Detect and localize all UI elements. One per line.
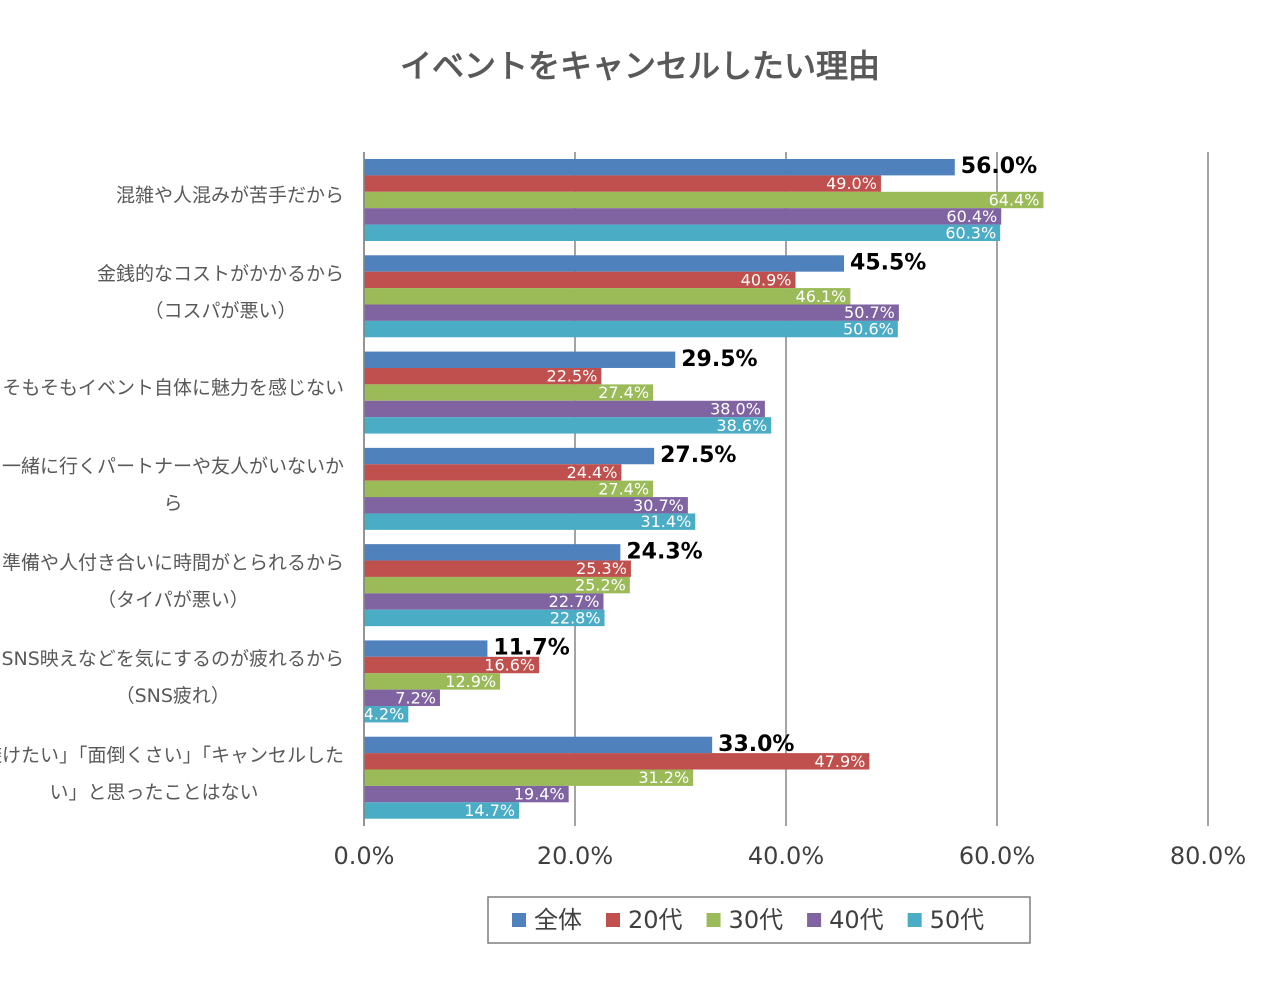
legend-label: 20代 bbox=[628, 906, 683, 934]
bar bbox=[364, 544, 621, 561]
legend-label: 50代 bbox=[930, 906, 985, 934]
bar bbox=[364, 447, 655, 465]
value-label: 16.6% bbox=[484, 656, 535, 675]
value-label: 25.2% bbox=[575, 576, 626, 595]
value-label: 40.9% bbox=[741, 270, 792, 289]
value-label: 50.7% bbox=[844, 303, 895, 322]
x-tick-label: 60.0% bbox=[959, 842, 1035, 870]
bar bbox=[364, 255, 845, 272]
x-tick-label: 20.0% bbox=[537, 842, 613, 870]
y-tick-label: そもそもイベント自体に魅力を感じない bbox=[2, 377, 344, 399]
legend-label: 30代 bbox=[729, 906, 784, 934]
bar bbox=[364, 384, 654, 401]
bar bbox=[364, 304, 899, 321]
bar bbox=[364, 400, 765, 418]
legend-box bbox=[487, 896, 1031, 944]
bar bbox=[364, 656, 540, 674]
bar bbox=[364, 464, 622, 481]
value-label: 27.5% bbox=[660, 443, 736, 468]
bar bbox=[364, 576, 630, 594]
value-label: 47.9% bbox=[815, 752, 866, 771]
value-label: 56.0% bbox=[961, 154, 1037, 179]
value-label: 27.4% bbox=[598, 479, 649, 498]
x-tick-label: 40.0% bbox=[748, 842, 824, 870]
value-label: 12.9% bbox=[445, 672, 496, 691]
value-label: 4.2% bbox=[364, 705, 405, 724]
bar bbox=[364, 785, 569, 803]
value-label: 14.7% bbox=[464, 801, 515, 820]
bar bbox=[364, 609, 605, 627]
value-label: 64.4% bbox=[989, 191, 1040, 210]
chart-title: イベントをキャンセルしたい理由 bbox=[400, 47, 880, 85]
bar bbox=[364, 560, 631, 577]
legend-swatch bbox=[807, 913, 822, 927]
value-label: 60.3% bbox=[945, 223, 996, 242]
value-label: 45.5% bbox=[850, 250, 926, 275]
bar bbox=[364, 417, 772, 434]
bar bbox=[364, 208, 1002, 225]
bar bbox=[364, 191, 1044, 209]
value-label: 49.0% bbox=[826, 174, 877, 193]
x-tick-label: 80.0% bbox=[1170, 842, 1246, 870]
bar bbox=[364, 673, 501, 690]
bar bbox=[364, 593, 604, 610]
legend-swatch bbox=[907, 913, 922, 927]
value-label: 60.4% bbox=[946, 207, 997, 226]
bar bbox=[364, 175, 881, 192]
value-label: 11.7% bbox=[493, 636, 569, 661]
legend-label: 40代 bbox=[829, 906, 884, 934]
value-label: 31.2% bbox=[638, 768, 689, 787]
value-label: 29.5% bbox=[681, 347, 757, 372]
bar bbox=[364, 802, 520, 819]
value-label: 25.3% bbox=[576, 559, 627, 578]
bar bbox=[364, 736, 713, 754]
value-label: 24.3% bbox=[626, 539, 702, 564]
bar bbox=[364, 640, 488, 657]
bar bbox=[364, 706, 409, 723]
bar bbox=[364, 513, 696, 530]
value-label: 50.6% bbox=[843, 320, 894, 339]
value-label: 22.5% bbox=[547, 367, 598, 386]
bar bbox=[364, 288, 851, 305]
bar bbox=[364, 480, 654, 498]
bar bbox=[364, 367, 602, 385]
y-tick-label: 準備や人付き合いに時間がとられるから（タイパが悪い） bbox=[2, 551, 344, 610]
value-label: 38.6% bbox=[716, 416, 767, 435]
value-label: 7.2% bbox=[395, 688, 436, 707]
value-label: 27.4% bbox=[598, 383, 649, 402]
legend-swatch bbox=[706, 913, 721, 927]
bar bbox=[364, 769, 694, 786]
legend-swatch bbox=[606, 913, 620, 927]
bar bbox=[364, 497, 688, 514]
bar bbox=[364, 320, 898, 338]
bar bbox=[364, 224, 1001, 241]
bar bbox=[364, 159, 955, 176]
y-tick-label: 一緒に行くパートナーや友人がいないから bbox=[2, 455, 344, 514]
x-tick-label: 0.0% bbox=[334, 842, 395, 870]
value-label: 22.7% bbox=[549, 592, 600, 611]
bar bbox=[364, 753, 870, 770]
legend-label: 全体 bbox=[534, 906, 582, 934]
y-tick-label: 「避けたい」「面倒くさい」「キャンセルしたい」と思ったことはない bbox=[0, 744, 344, 803]
bar bbox=[364, 271, 796, 289]
legend-swatch bbox=[512, 913, 526, 927]
y-tick-label: 金銭的なコストがかかるから（コスパが悪い） bbox=[97, 262, 344, 321]
value-label: 19.4% bbox=[514, 785, 565, 804]
y-tick-label: SNS映えなどを気にするのが疲れるから（SNS疲れ） bbox=[1, 648, 344, 707]
y-tick-label: 混雑や人混みが苦手だから bbox=[116, 185, 344, 207]
bar bbox=[364, 351, 676, 368]
value-label: 30.7% bbox=[633, 496, 684, 515]
bar bbox=[364, 689, 440, 707]
value-label: 31.4% bbox=[640, 512, 691, 531]
value-label: 33.0% bbox=[718, 732, 794, 757]
value-label: 46.1% bbox=[796, 287, 847, 306]
value-label: 22.8% bbox=[550, 608, 601, 627]
value-label: 24.4% bbox=[567, 463, 618, 482]
value-label: 38.0% bbox=[710, 399, 761, 418]
